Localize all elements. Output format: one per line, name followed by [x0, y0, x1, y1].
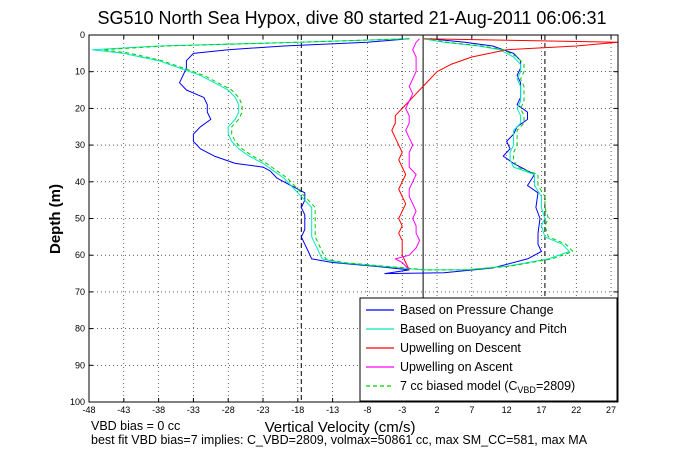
legend-label: Based on Buoyancy and Pitch — [400, 322, 567, 336]
x-tick-label: -8 — [363, 405, 371, 415]
footer-vbd-bias: VBD bias = 0 cc — [91, 419, 180, 433]
x-tick-label: 12 — [502, 405, 512, 415]
series-line-4 — [394, 38, 421, 271]
y-tick-label: 60 — [75, 250, 85, 260]
x-tick-label: -43 — [117, 405, 130, 415]
chart-title: SG510 North Sea Hypox, dive 80 started 2… — [98, 8, 607, 28]
legend-label: Based on Pressure Change — [400, 303, 554, 317]
x-tick-label: 7 — [469, 405, 474, 415]
legend-label: Upwelling on Descent — [400, 341, 521, 355]
x-tick-label: 2 — [435, 405, 440, 415]
x-tick-label: -3 — [398, 405, 406, 415]
x-tick-label: -28 — [222, 405, 235, 415]
y-tick-label: 70 — [75, 287, 85, 297]
series-line-5 — [102, 38, 574, 271]
x-tick-label: -33 — [187, 405, 200, 415]
y-tick-label: 0 — [80, 30, 85, 40]
legend-label: Upwelling on Ascent — [400, 360, 513, 374]
x-axis-label: Vertical Velocity (cm/s) — [265, 419, 416, 436]
series-line-2 — [92, 38, 570, 271]
x-tick-label: -38 — [152, 405, 165, 415]
y-tick-label: 20 — [75, 103, 85, 113]
x-tick-label: -23 — [257, 405, 270, 415]
y-tick-label: 100 — [70, 397, 85, 407]
x-tick-label: 22 — [571, 405, 581, 415]
series-line-3 — [391, 38, 619, 271]
legend-box — [359, 297, 618, 402]
y-tick-label: 50 — [75, 214, 85, 224]
series-line-1 — [179, 38, 542, 275]
y-tick-label: 90 — [75, 360, 85, 370]
x-tick-label: 17 — [536, 405, 546, 415]
legend: Based on Pressure Change Based on Buoyanc… — [359, 297, 618, 402]
y-tick-label: 40 — [75, 177, 85, 187]
y-tick-label: 10 — [75, 67, 85, 77]
y-tick-label: 30 — [75, 140, 85, 150]
y-axis-label: Depth (m) — [47, 184, 64, 254]
x-tick-label: -18 — [291, 405, 304, 415]
footer-best-fit-summary: best fit VBD bias=7 implies: C_VBD=2809,… — [91, 433, 588, 447]
legend-label: 7 cc biased model (CVBD=2809) — [400, 379, 575, 395]
x-tick-label: 27 — [606, 405, 616, 415]
y-tick-label: 80 — [75, 324, 85, 334]
series-layer — [92, 38, 619, 275]
x-axis-ticks: -48 -43 -38 -33 -28 -23 -18 -13 -8 -3 2 7 12 17 22 27 — [82, 35, 616, 415]
x-tick-label: -13 — [326, 405, 339, 415]
x-tick-label: -48 — [82, 405, 95, 415]
